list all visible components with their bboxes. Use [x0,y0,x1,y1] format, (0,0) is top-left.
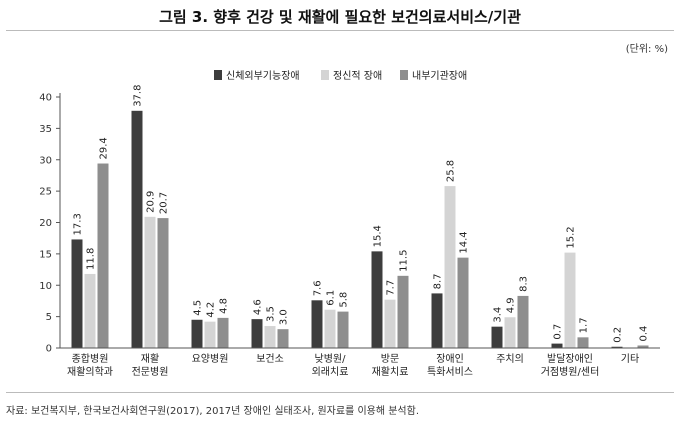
value-label: 4.5 [193,300,204,316]
value-label: 4.8 [219,298,230,314]
bar [251,319,263,348]
bar [324,309,336,348]
bar [564,252,576,348]
bar-chart: 신체외부기능장애 정신적 장애 내부기관장애 0 5 10 15 20 25 30 35 40 17… [39,70,660,378]
bar [131,110,143,349]
value-label: 14.4 [459,231,470,253]
bar [204,321,216,348]
bar [491,326,503,348]
chart-title: 그림 3. 향후 건강 및 재활에 필요한 보건의료서비스/기관 [159,8,521,26]
value-label: 20.7 [159,192,170,214]
bar [144,216,156,348]
category-label: 장애인 [436,353,464,365]
bar [71,239,83,348]
bar [371,251,383,348]
value-label: 4.2 [206,302,217,318]
value-label: 15.2 [566,226,577,248]
category-label: 외래치료 [312,366,349,378]
y-tick-label: 10 [39,281,52,292]
y-axis: 0 5 10 15 20 25 30 35 40 [39,93,61,355]
value-label: 0.7 [553,324,564,340]
bar [97,163,109,348]
value-label: 17.3 [73,213,84,235]
bar [217,317,229,348]
value-label: 8.7 [433,274,444,290]
bar [444,186,456,348]
value-label: 1.7 [579,317,590,333]
source-note: 자료: 보건복지부, 한국보건사회연구원(2017), 2017년 장애인 실태… [6,406,420,417]
value-label: 0.2 [613,327,624,343]
value-label: 5.8 [339,292,350,308]
bar [311,300,323,348]
bar [517,295,529,348]
legend-swatch [400,70,408,80]
value-label: 4.6 [253,299,264,315]
bar [157,218,169,348]
category-label: 재활치료 [372,365,409,378]
value-label: 25.8 [446,160,457,182]
legend-label: 정신적 장애 [333,70,382,82]
value-label: 3.4 [493,307,504,323]
legend-swatch [321,70,329,80]
category-label: 전문병원 [132,366,169,378]
bars: 17.311.829.437.820.9 20.74.5 4.2 4.8 4.6 3.5 3… [71,85,650,349]
category-label: 요양병원 [192,353,229,365]
value-label: 11.5 [399,250,410,272]
bar [277,329,289,348]
bar [457,257,469,348]
category-label: 기타 [621,353,639,365]
y-tick-label: 5 [46,312,52,323]
value-label: 6.1 [326,290,337,306]
y-tick-label: 0 [46,344,52,355]
legend: 신체외부기능장애 정신적 장애 내부기관장애 [214,70,467,82]
y-tick-label: 20 [39,218,52,229]
bar [611,346,623,348]
category-label: 보건소 [256,353,284,365]
bar [577,337,589,348]
y-tick-label: 30 [39,155,52,166]
bar [191,319,203,348]
category-label: 특화서비스 [427,366,473,378]
bar [637,345,649,348]
value-label: 20.9 [146,191,157,213]
y-tick-label: 15 [39,249,52,260]
value-label: 37.8 [133,85,144,107]
bar [551,343,563,348]
category-label: 주치의 [496,353,524,365]
y-tick-label: 25 [39,187,52,198]
value-label: 4.9 [506,297,517,313]
bar [337,311,349,348]
category-label: 재활 [141,352,159,365]
bottom-divider [6,392,674,393]
value-label: 3.0 [279,309,290,325]
legend-label: 내부기관장애 [412,70,467,82]
y-tick-label: 35 [39,124,52,135]
value-label: 29.4 [99,137,110,159]
category-label: 재활의학과 [67,365,113,378]
bar [504,317,516,348]
bar [431,293,443,348]
value-label: 0.4 [639,326,650,342]
top-divider [6,30,674,31]
y-tick-label: 40 [39,93,52,104]
bar [397,275,409,348]
legend-label: 신체외부기능장애 [226,70,300,82]
value-label: 11.8 [86,248,97,270]
bar [384,299,396,348]
bar [264,326,276,348]
bar [84,273,96,348]
category-label: 발달장애인 [547,353,593,365]
legend-swatch [214,70,222,80]
category-label: 낮병원/ [315,353,347,365]
category-label: 종합병원 [72,353,109,365]
category-label: 거점병원/센터 [541,366,600,378]
value-label: 3.5 [266,306,277,322]
value-label: 8.3 [519,276,530,292]
category-label: 방문 [381,353,399,365]
value-label: 7.7 [386,280,397,296]
value-label: 7.6 [313,280,324,296]
value-label: 15.4 [373,225,384,247]
unit-label: (단위: %) [625,44,668,55]
